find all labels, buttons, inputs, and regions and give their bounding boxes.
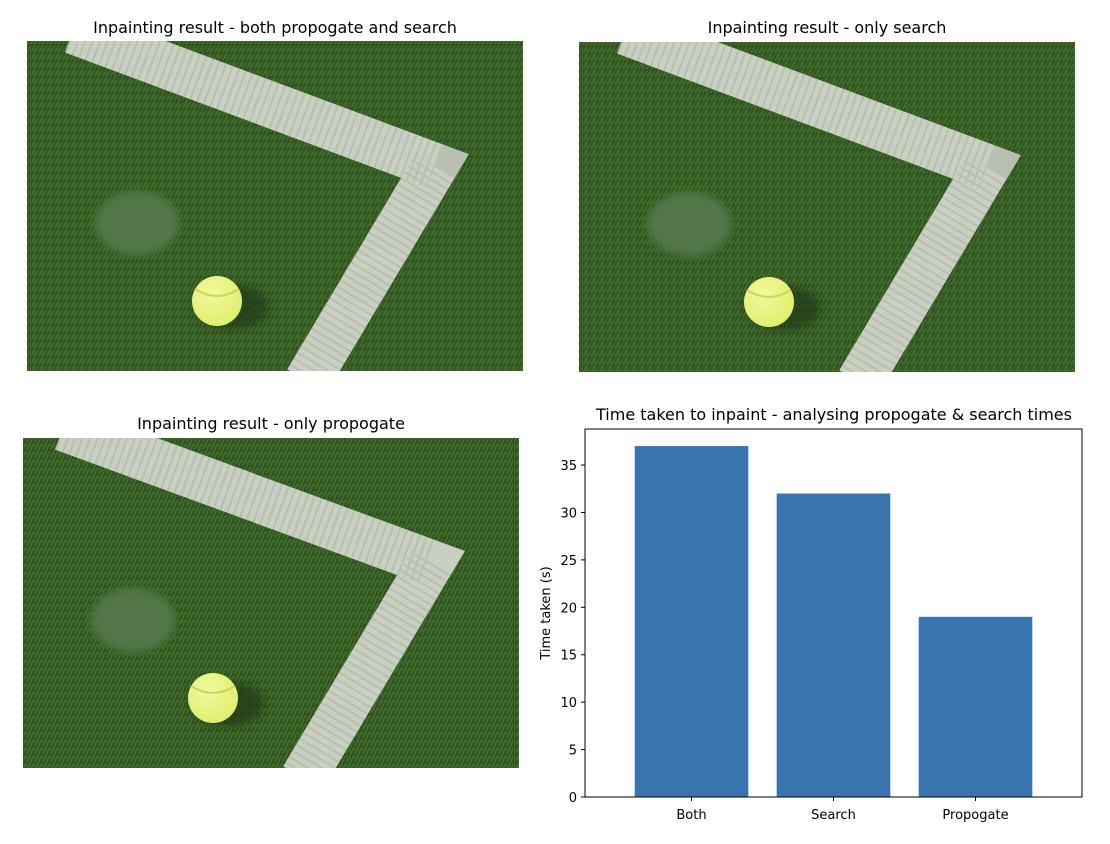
inpainting-image-propogate (23, 438, 519, 768)
y-tick-label: 20 (560, 601, 577, 616)
bar-search (776, 493, 891, 797)
y-tick-label: 35 (560, 459, 577, 474)
panel-title-propogate: Inpainting result - only propogate (137, 414, 405, 433)
x-tick-label: Search (811, 808, 856, 823)
y-tick-label: 5 (569, 744, 577, 759)
x-tick-label: Both (676, 808, 706, 823)
x-tick-label: Propogate (942, 808, 1008, 823)
y-tick-label: 15 (560, 649, 577, 664)
y-axis-label: Time taken (s) (539, 566, 554, 660)
panel-title-search: Inpainting result - only search (707, 18, 947, 37)
plot-frame (584, 428, 1083, 798)
bar-both (634, 446, 749, 797)
inpainting-image-search (579, 42, 1075, 372)
bar-propogate (918, 616, 1033, 797)
chart-title: Time taken to inpaint - analysing propog… (595, 405, 1072, 424)
y-tick-label: 10 (560, 696, 577, 711)
y-tick-label: 0 (569, 791, 577, 806)
panel-title-both: Inpainting result - both propogate and s… (93, 18, 457, 37)
y-tick-label: 25 (560, 554, 577, 569)
y-tick-label: 30 (560, 506, 577, 521)
inpainting-image-both (27, 41, 523, 371)
